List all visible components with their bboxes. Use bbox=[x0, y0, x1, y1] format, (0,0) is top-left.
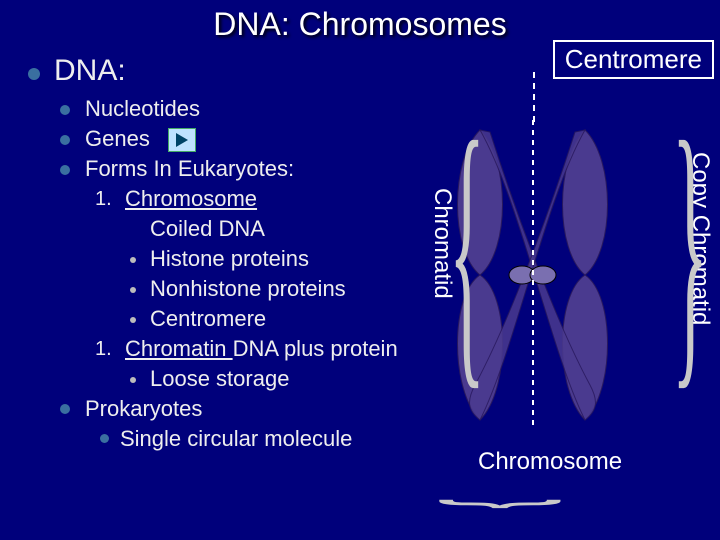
centromere-pointer-line bbox=[533, 72, 535, 122]
bullet-icon bbox=[100, 434, 109, 443]
bullet-icon bbox=[60, 165, 70, 175]
item-chromatin: Chromatin bbox=[125, 336, 233, 361]
brace-left-icon: { bbox=[449, 97, 485, 397]
list-number: 1. bbox=[95, 338, 112, 361]
item-loose: Loose storage bbox=[150, 366, 289, 392]
item-chromatin-line: Chromatin DNA plus protein bbox=[125, 336, 398, 362]
subbullet-icon bbox=[130, 257, 136, 263]
subbullet-icon bbox=[130, 377, 136, 383]
subbullet-icon bbox=[130, 287, 136, 293]
brace-right-icon: } bbox=[672, 97, 708, 397]
item-chromatin-rest: DNA plus protein bbox=[233, 336, 398, 361]
bullet-icon bbox=[60, 404, 70, 414]
item-chromosome: Chromosome bbox=[125, 186, 257, 212]
item-nonhistone: Nonhistone proteins bbox=[150, 276, 346, 302]
play-icon[interactable] bbox=[168, 128, 196, 152]
slide-title: DNA: Chromosomes bbox=[0, 6, 720, 43]
item-centromere: Centromere bbox=[150, 306, 266, 332]
item-histone: Histone proteins bbox=[150, 246, 309, 272]
centromere-box-label: Centromere bbox=[553, 40, 714, 79]
heading-dna: DNA: bbox=[54, 54, 126, 88]
item-single: Single circular molecule bbox=[120, 426, 352, 452]
brace-bottom-icon: ⏟ bbox=[437, 465, 563, 507]
subbullet-icon bbox=[130, 317, 136, 323]
bullet-icon bbox=[28, 68, 40, 80]
list-number: 1. bbox=[95, 188, 112, 211]
bullet-icon bbox=[60, 105, 70, 115]
item-forms: Forms In Eukaryotes: bbox=[85, 156, 294, 182]
bullet-icon bbox=[60, 135, 70, 145]
item-nucleotides: Nucleotides bbox=[85, 96, 200, 122]
item-coiled: Coiled DNA bbox=[150, 216, 265, 242]
item-genes: Genes bbox=[85, 126, 150, 152]
item-prokaryotes: Prokaryotes bbox=[85, 396, 202, 422]
